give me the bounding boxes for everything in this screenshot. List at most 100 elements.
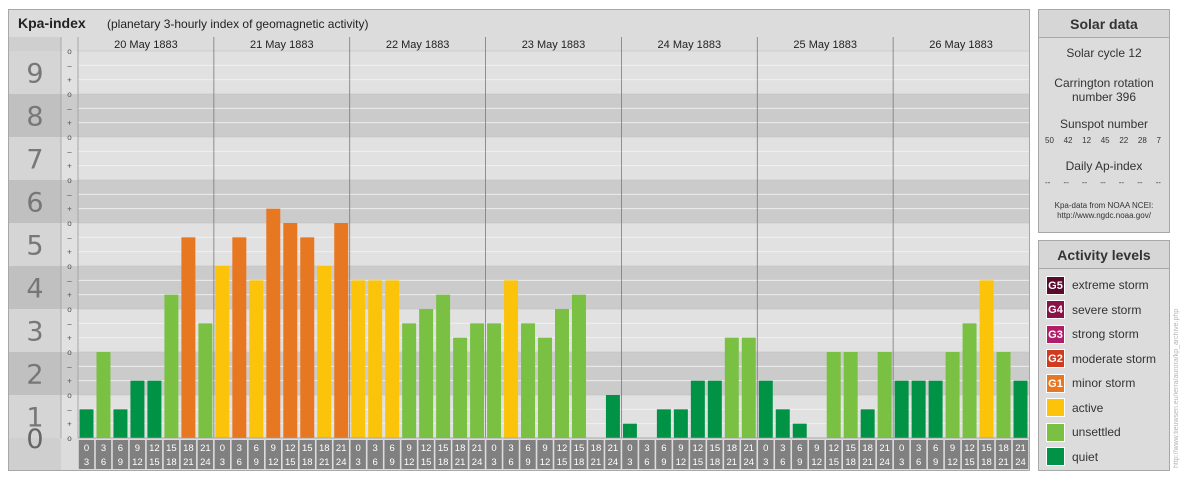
interval-box [299, 440, 315, 469]
kp-bar [605, 395, 620, 438]
interval-box [503, 440, 519, 469]
source-url-credit: http://www.tieuwsen.eu/ierra/aurora/kp_a… [1173, 308, 1180, 468]
interval-start-label: 21 [879, 443, 890, 454]
kp-bar [453, 337, 468, 438]
interval-start-label: 3 [780, 443, 785, 454]
y-minor-tick-label: – [67, 61, 72, 70]
kp-bar [792, 423, 807, 438]
kp-bar [249, 280, 264, 438]
interval-box [146, 440, 163, 469]
y-axis-band [9, 223, 61, 266]
ap-values: -- -- -- -- -- -- -- [1039, 178, 1169, 187]
kp-bar [436, 294, 451, 438]
kpa-bar-chart: o+–o+–o+–o+–o+–o+–o+–o+–o+–o012345678920… [9, 37, 1029, 470]
y-tick-label: 2 [26, 360, 43, 391]
interval-start-label: 21 [1015, 443, 1026, 454]
y-minor-tick-label: + [67, 420, 72, 429]
legend-swatch [1046, 447, 1065, 466]
activity-levels-panel: Activity levels G5 extreme storm G4 severe … [1038, 240, 1170, 471]
grid-band [61, 266, 1029, 309]
interval-start-label: 9 [135, 443, 140, 454]
interval-box [910, 440, 927, 469]
y-minor-tick-label: + [67, 119, 72, 128]
legend-swatch: G5 [1046, 275, 1065, 295]
interval-end-label: 21 [862, 457, 873, 468]
y-minor-tick-label: + [67, 291, 72, 300]
y-axis-band [9, 266, 61, 309]
interval-box [859, 440, 876, 469]
legend-item: quiet [1046, 447, 1098, 467]
interval-end-label: 18 [302, 457, 313, 468]
interval-end-label: 24 [200, 457, 211, 468]
grid-band [61, 180, 1029, 223]
interval-start-label: 15 [438, 443, 449, 454]
y-minor-tick-label: + [67, 205, 72, 214]
y-minor-tick-label: – [67, 405, 72, 414]
sunspot-value: 45 [1100, 136, 1110, 145]
y-axis-band [9, 51, 61, 94]
y-tick-label: 3 [26, 317, 43, 348]
interval-end-label: 9 [661, 457, 666, 468]
kp-bar [266, 208, 281, 438]
solar-cycle: Solar cycle 12 [1066, 46, 1142, 60]
interval-end-label: 21 [319, 457, 330, 468]
interval-end-label: 6 [644, 457, 649, 468]
source-note-line-1: Kpa-data from NOAA NCEI: [1054, 201, 1154, 210]
legend-swatch: G3 [1046, 324, 1065, 344]
interval-end-label: 15 [149, 457, 160, 468]
kp-bar [317, 266, 332, 438]
date-label: 24 May 1883 [658, 39, 722, 51]
legend-label: quiet [1072, 449, 1099, 464]
interval-end-label: 6 [508, 457, 513, 468]
legend-item: G3 strong storm [1046, 324, 1139, 344]
y-tick-label: 5 [26, 231, 43, 262]
interval-start-label: 21 [336, 443, 347, 454]
ap-value: -- [1100, 178, 1106, 187]
interval-box [537, 440, 553, 469]
interval-box [350, 440, 366, 469]
y-minor-tick-label: o [67, 90, 72, 99]
legend-swatch: G4 [1046, 300, 1065, 319]
interval-start-label: 0 [84, 443, 89, 454]
interval-start-label: 15 [845, 443, 856, 454]
kp-bar [334, 223, 349, 438]
interval-end-label: 12 [811, 457, 822, 468]
legend-item: G4 severe storm [1046, 300, 1141, 320]
interval-box [622, 440, 638, 469]
kp-bar [724, 337, 739, 438]
y-minor-tick-label: o [67, 391, 72, 400]
legend-swatch [1046, 422, 1065, 442]
legend-label: minor storm [1072, 376, 1136, 390]
interval-box [401, 440, 417, 469]
interval-start-label: 15 [981, 443, 992, 454]
interval-start-label: 0 [356, 443, 361, 454]
y-minor-tick-label: – [67, 233, 72, 242]
interval-start-label: 21 [744, 443, 755, 454]
interval-start-label: 0 [899, 443, 904, 454]
interval-end-label: 18 [710, 457, 721, 468]
y-minor-tick-label: + [67, 76, 72, 85]
interval-box [486, 440, 502, 469]
y-tick-label: 6 [26, 188, 43, 219]
interval-box [809, 440, 825, 469]
kp-bar [571, 294, 586, 438]
date-label: 23 May 1883 [522, 39, 586, 51]
interval-box [792, 440, 808, 469]
interval-end-label: 24 [608, 457, 619, 468]
interval-start-label: 6 [525, 443, 530, 454]
interval-end-label: 6 [916, 457, 921, 468]
interval-box [367, 440, 383, 469]
legend-label: active [1072, 400, 1104, 415]
kp-bar [198, 323, 213, 438]
y-minor-tick-label: – [67, 362, 72, 371]
interval-start-label: 12 [149, 443, 160, 454]
interval-end-label: 6 [237, 457, 242, 468]
kp-bar [538, 337, 552, 438]
interval-start-label: 3 [237, 443, 242, 454]
kp-bar [283, 223, 298, 438]
sunspot-value: 12 [1082, 136, 1092, 145]
y-tick-label: 4 [26, 274, 43, 305]
interval-end-label: 15 [964, 457, 975, 468]
interval-box [112, 440, 129, 469]
y-tick-label: 1 [26, 403, 43, 434]
